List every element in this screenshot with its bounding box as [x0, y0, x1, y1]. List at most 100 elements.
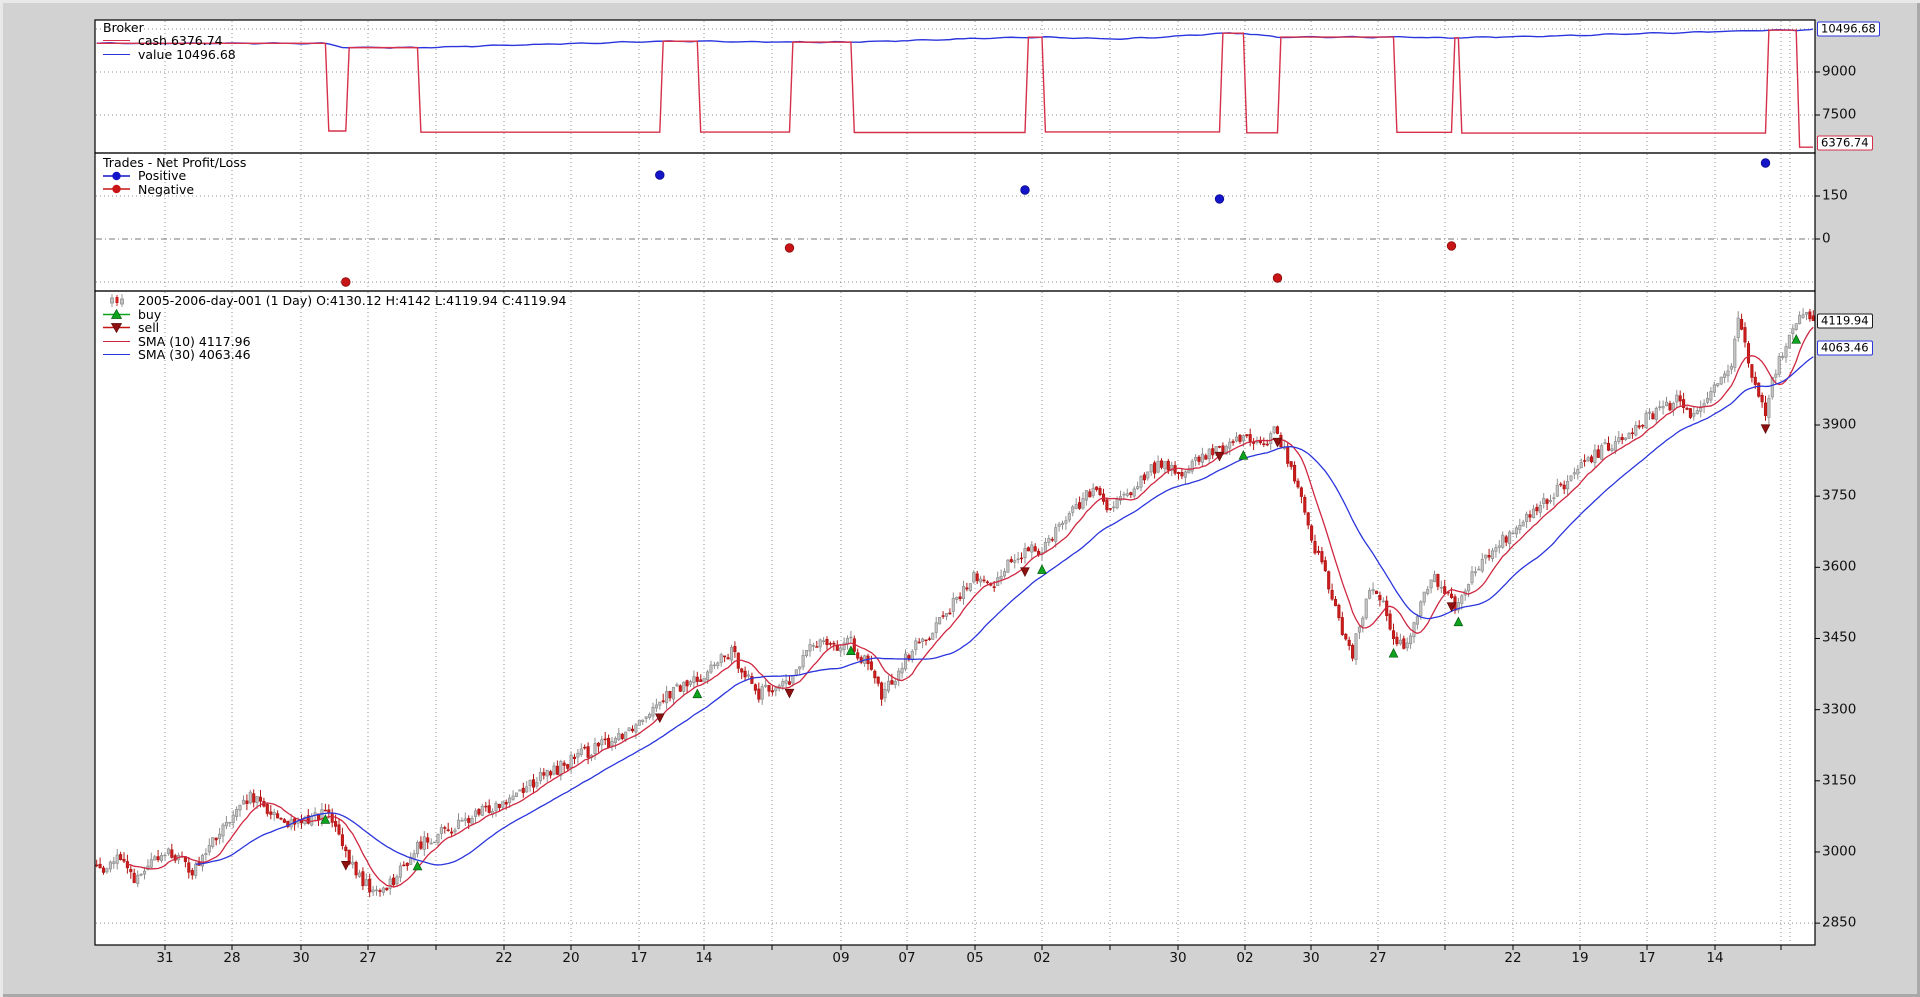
candle-body [1323, 560, 1327, 572]
candle-body [1586, 457, 1590, 462]
candle-body [1804, 312, 1809, 315]
candle-body [248, 791, 252, 804]
candle-body [1494, 547, 1498, 552]
candle-body [1682, 399, 1686, 408]
broker-ytick-label: 9000 [1822, 63, 1857, 80]
buy-marker [1388, 647, 1399, 658]
candle-body [1460, 595, 1464, 604]
sell-marker [1272, 437, 1283, 448]
candle-body [750, 676, 754, 684]
x-axis-date-label: 07 [898, 950, 916, 966]
candle-body [1702, 403, 1706, 407]
candle-body [214, 837, 218, 841]
candle-body [702, 677, 706, 682]
candle-body [1412, 622, 1416, 638]
candle-body [1200, 453, 1204, 463]
candle-body [139, 874, 143, 876]
buy-marker [846, 645, 856, 655]
candle-body [1217, 446, 1222, 448]
sma10-line [127, 326, 1814, 888]
candle-body [743, 670, 747, 678]
candle-body [357, 872, 362, 877]
candle-body [320, 809, 324, 821]
negative-trade-dot [341, 277, 351, 287]
candle-body [224, 821, 228, 827]
candle-body [682, 682, 686, 692]
candle-body [566, 764, 570, 769]
candle-body [129, 869, 133, 873]
candle-body [1723, 373, 1727, 378]
candle-body [668, 691, 672, 699]
candle-body [1019, 557, 1024, 560]
candle-body [1422, 591, 1426, 603]
candle-body [818, 639, 822, 648]
candle-body [340, 834, 344, 846]
candle-body [794, 669, 798, 676]
candle-body [1054, 527, 1058, 542]
candle-body [361, 871, 365, 887]
candle-body [1490, 550, 1495, 559]
x-axis-date-label: 31 [156, 950, 174, 966]
candle-body [306, 815, 310, 824]
candle-body [692, 676, 696, 684]
candle-body [706, 671, 710, 681]
candle-body [1245, 434, 1249, 437]
candle-body [859, 657, 863, 663]
negative-trade-dot [1272, 273, 1283, 283]
candle-body [572, 756, 577, 760]
x-axis-date-label: 09 [832, 950, 850, 966]
x-axis-date-label: 22 [495, 950, 513, 966]
candle-body [1811, 315, 1815, 321]
candle-body [1600, 445, 1604, 460]
candle-body [149, 859, 153, 868]
candle-body [525, 786, 529, 793]
candle-body [1784, 346, 1788, 358]
candle-body [1006, 559, 1010, 573]
candle-body [1603, 442, 1607, 445]
main-ytick-label: 3000 [1822, 843, 1857, 860]
candle-body [1357, 626, 1361, 633]
candle-body [518, 789, 522, 792]
candle-body [1354, 633, 1358, 661]
candle-body [921, 638, 925, 642]
candle-body [1569, 475, 1573, 481]
candle-body [105, 868, 109, 873]
candle-body [1651, 413, 1655, 420]
trades-panel-bg [95, 153, 1815, 291]
candle-body [255, 796, 259, 803]
candle-body [883, 688, 887, 699]
trades-ytick-label: 0 [1822, 230, 1831, 247]
candle-body [514, 792, 519, 797]
candle-body [1050, 539, 1054, 541]
candle-body [562, 762, 566, 766]
candle-body [241, 799, 246, 805]
candle-body [1084, 490, 1088, 501]
broker-price-tag: 6376.74 [1817, 135, 1873, 151]
candle-body [211, 837, 215, 847]
candle-body [1613, 441, 1617, 451]
candle-body [1470, 571, 1474, 584]
x-axis-date-label: 05 [966, 950, 984, 966]
candle-body [238, 804, 242, 811]
candle-body [1272, 426, 1276, 433]
x-axis-date-label: 02 [1236, 950, 1254, 966]
candle-body [119, 854, 123, 861]
candle-body [504, 802, 508, 805]
candle-body [1091, 487, 1095, 497]
candle-body [1548, 500, 1553, 503]
candle-body [218, 833, 222, 839]
candle-body [1555, 484, 1559, 497]
candle-body [876, 676, 880, 684]
candle-body [791, 675, 795, 684]
candle-body [1207, 448, 1211, 460]
candle-body [1030, 544, 1034, 553]
candle-body [972, 572, 976, 583]
candle-body [695, 676, 699, 682]
candle-body [1477, 568, 1481, 571]
candle-body [122, 858, 126, 862]
candle-body [1074, 504, 1078, 509]
candle-body [1777, 356, 1781, 375]
candle-body [1238, 434, 1242, 442]
candle-body [641, 719, 645, 723]
candle-body [1583, 460, 1587, 462]
